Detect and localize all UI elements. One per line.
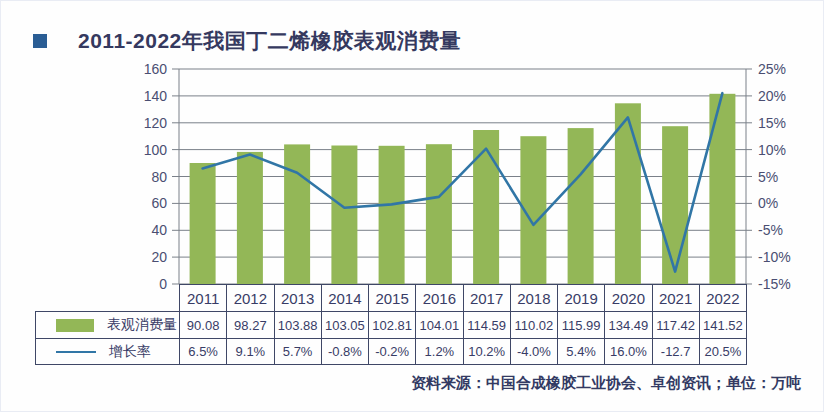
legend-growth-label: 增长率	[109, 343, 151, 361]
growth-value-cell: 20.5%	[699, 338, 747, 365]
year-cell: 2013	[274, 284, 321, 311]
svg-text:60: 60	[151, 195, 167, 211]
consumption-value-cell: 104.01	[415, 311, 462, 338]
growth-value-cell: 16.0%	[604, 338, 651, 365]
legend-consumption: 表观消费量	[35, 311, 179, 338]
consumption-value-cell: 98.27	[226, 311, 273, 338]
growth-value-cell: 10.2%	[463, 338, 510, 365]
growth-value-cell: 5.7%	[274, 338, 321, 365]
growth-value-cell: -4.0%	[510, 338, 557, 365]
table-row-consumption: 表观消费量 90.0898.27103.88103.05102.81104.01…	[35, 311, 747, 338]
growth-value-cell: -0.8%	[321, 338, 368, 365]
consumption-value-cell: 141.52	[699, 311, 747, 338]
consumption-value-cell: 103.05	[321, 311, 368, 338]
growth-value-cell: -0.2%	[368, 338, 415, 365]
growth-value-cell: -12.7	[652, 338, 699, 365]
legend-growth: 增长率	[35, 338, 179, 365]
page-title: 2011-2022年我国丁二烯橡胶表观消费量	[78, 27, 461, 55]
year-cell: 2022	[699, 284, 747, 311]
svg-text:10%: 10%	[758, 142, 786, 158]
svg-text:100: 100	[144, 142, 168, 158]
year-cell: 2015	[368, 284, 415, 311]
consumption-value-cell: 115.99	[557, 311, 604, 338]
data-table: 2011201220132014201520162017201820192020…	[35, 284, 747, 365]
growth-value-cell: 6.5%	[179, 338, 226, 365]
svg-text:-5%: -5%	[758, 222, 783, 238]
svg-text:15%: 15%	[758, 115, 786, 131]
svg-text:40: 40	[151, 222, 167, 238]
svg-text:20: 20	[151, 249, 167, 265]
consumption-value-cell: 114.59	[463, 311, 510, 338]
consumption-value-cell: 102.81	[368, 311, 415, 338]
year-cell: 2017	[463, 284, 510, 311]
consumption-value-cell: 90.08	[179, 311, 226, 338]
growth-value-cell: 5.4%	[557, 338, 604, 365]
title-row: 2011-2022年我国丁二烯橡胶表观消费量	[33, 27, 461, 55]
year-cell: 2014	[321, 284, 368, 311]
year-cell: 2018	[510, 284, 557, 311]
svg-text:-10%: -10%	[758, 249, 791, 265]
svg-text:-15%: -15%	[758, 276, 791, 292]
consumption-value-cell: 103.88	[274, 311, 321, 338]
line-legend-swatch-icon	[56, 351, 96, 353]
svg-text:120: 120	[144, 115, 168, 131]
year-cell: 2020	[604, 284, 651, 311]
svg-text:20%: 20%	[758, 88, 786, 104]
svg-text:25%: 25%	[758, 61, 786, 77]
svg-text:80: 80	[151, 169, 167, 185]
svg-text:160: 160	[144, 61, 168, 77]
chart-panel: 2011-2022年我国丁二烯橡胶表观消费量 02040608010012014…	[0, 0, 824, 412]
title-bullet-icon	[33, 34, 47, 48]
consumption-value-cell: 117.42	[652, 311, 699, 338]
growth-value-cell: 1.2%	[415, 338, 462, 365]
svg-text:0%: 0%	[758, 195, 778, 211]
table-row-years: 2011201220132014201520162017201820192020…	[179, 284, 747, 311]
year-cell: 2012	[226, 284, 273, 311]
year-cell: 2021	[652, 284, 699, 311]
consumption-value-cell: 134.49	[604, 311, 651, 338]
growth-value-cell: 9.1%	[226, 338, 273, 365]
bar-legend-swatch-icon	[56, 319, 94, 332]
svg-text:5%: 5%	[758, 169, 778, 185]
consumption-value-cell: 110.02	[510, 311, 557, 338]
year-cell: 2011	[179, 284, 226, 311]
source-note: 资料来源：中国合成橡胶工业协会、卓创资讯；单位：万吨	[411, 374, 801, 393]
svg-text:140: 140	[144, 88, 168, 104]
year-cell: 2016	[415, 284, 462, 311]
legend-consumption-label: 表观消费量	[107, 316, 177, 334]
year-cell: 2019	[557, 284, 604, 311]
combo-chart: 020406080100120140160-15%-10%-5%0%5%10%1…	[1, 56, 824, 294]
table-row-growth: 增长率 6.5%9.1%5.7%-0.8%-0.2%1.2%10.2%-4.0%…	[35, 338, 747, 365]
